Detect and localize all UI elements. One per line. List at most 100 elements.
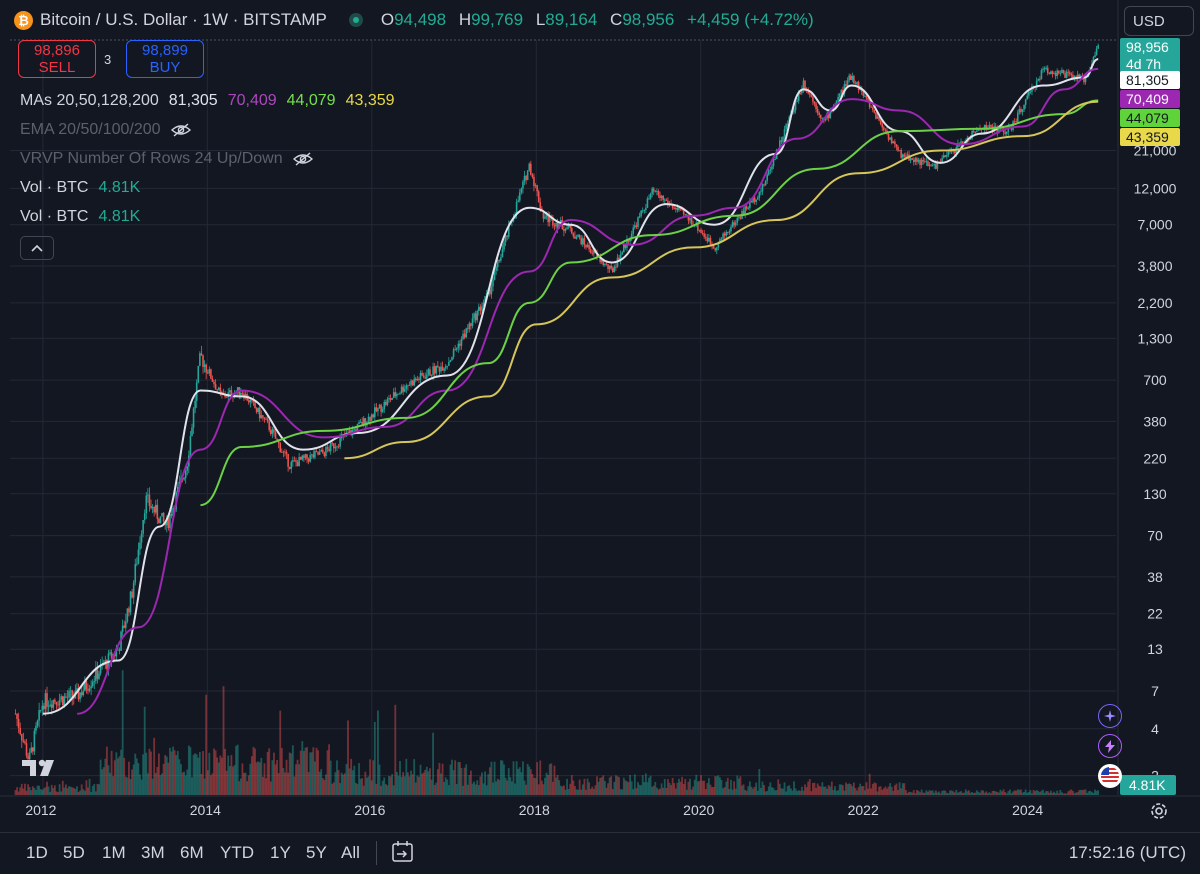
volume-bar [444,777,447,795]
candle-body [28,752,31,760]
lightning-icon[interactable] [1098,734,1122,758]
volume-bar [1061,792,1063,795]
volume-bar [16,787,18,795]
volume-bar [536,762,539,795]
range-1d-button[interactable]: 1D [26,843,48,862]
symbol-title[interactable]: Bitcoin / U.S. Dollar · 1W · BITSTAMP [40,10,327,29]
volume-bar [80,784,83,795]
volume-bar [908,791,910,795]
candle-body [370,414,373,421]
gear-icon[interactable] [1148,800,1170,822]
range-5d-button[interactable]: 5D [63,843,85,862]
candle-body [79,692,81,700]
candle-body [298,457,300,467]
price-tick-label: 70 [1147,528,1163,544]
eye-hidden-icon[interactable] [170,123,191,137]
volume-legend-1[interactable]: Vol · BTC 4.81K [20,177,140,199]
candle-body [206,372,209,374]
candle-body [723,233,726,236]
currency-selector[interactable]: USD [1124,6,1194,36]
candle-body [355,429,357,432]
volume-bar [1018,789,1021,795]
collapse-legend-button[interactable] [20,236,54,260]
price-tick-label: 1,300 [1137,330,1172,346]
eye-hidden-icon[interactable] [292,152,313,166]
candle-body [675,207,677,210]
candle-body [1029,91,1032,93]
volume-bar [55,791,58,795]
candle-body [197,365,200,383]
volume-bar [621,789,624,795]
candle-body [611,268,614,272]
tradingview-logo-icon[interactable] [22,758,60,778]
volume-bar [430,779,433,795]
range-all-button[interactable]: All [341,843,360,862]
sell-label: SELL [38,59,76,76]
volume-bar [895,783,898,795]
volume-bar [1056,790,1059,795]
volume-bar [65,784,67,795]
volume-bar [704,789,707,795]
sell-button[interactable]: 98,896 SELL [18,40,96,78]
volume-bar [381,780,384,795]
range-1m-button[interactable]: 1M [102,843,126,862]
candle-body [1045,67,1047,69]
volume-bar [868,773,871,795]
range-ytd-button[interactable]: YTD [220,843,254,862]
candle-body [643,210,646,211]
range-3m-button[interactable]: 3M [141,843,165,862]
volume-bar [1079,789,1082,795]
range-5y-button[interactable]: 5Y [306,843,327,862]
volume-bar [545,772,548,795]
volume-bar [356,784,359,795]
volume-bar [665,787,668,795]
candle-body [481,306,483,311]
volume-bar [1054,793,1057,795]
volume-bar [1053,791,1055,795]
buy-button[interactable]: 98,899 BUY [126,40,204,78]
price-tick-label: 220 [1143,450,1167,466]
volume-bar [815,787,817,795]
candle-body [988,124,991,130]
volume-bar [400,776,403,795]
candle-body [217,387,220,390]
volume-bar [307,772,310,795]
volume-bar [730,779,732,795]
time-axis[interactable]: 2012 2014 2016 2018 2020 2022 2024 [0,795,1200,818]
volume-bar [169,747,171,795]
volume-bar [435,782,438,795]
candle-body [507,224,510,237]
range-6m-button[interactable]: 6M [180,843,204,862]
volume-bar [353,765,356,795]
volume-bar [329,760,332,795]
calendar-goto-icon[interactable] [390,839,416,865]
candle-body [673,208,676,210]
candle-body [476,310,479,321]
volume-bar [406,772,409,795]
volume-bar [258,762,261,795]
candle-body [553,225,556,227]
magic-star-icon[interactable] [1098,704,1122,728]
vrvp-legend[interactable]: VRVP Number Of Rows 24 Up/Down [20,148,313,170]
candle-body [128,608,130,613]
candle-body [657,191,660,196]
volume-legend-2[interactable]: Vol · BTC 4.81K [20,206,140,228]
candle-body [739,217,742,219]
candle-body [444,366,447,369]
price-axis[interactable]: 247132238701302203807001,3002,2003,8007,… [1117,0,1180,795]
range-1y-button[interactable]: 1Y [270,843,291,862]
candle-body [98,673,100,679]
volume-bar [452,770,455,795]
candle-body [455,348,458,350]
volume-bar [997,792,1000,795]
utc-clock[interactable]: 17:52:16 (UTC) [1068,843,1186,862]
us-flag-icon[interactable] [1098,764,1122,788]
market-status-icon[interactable] [348,13,363,27]
ma-legend[interactable]: MAs 20,50,128,200 81,305 70,409 44,079 4… [20,90,395,112]
candle-body [265,418,267,420]
volume-bar [950,790,953,795]
volume-bar [988,792,991,795]
ema-legend[interactable]: EMA 20/50/100/200 [20,119,191,141]
volume-bar [124,776,127,795]
